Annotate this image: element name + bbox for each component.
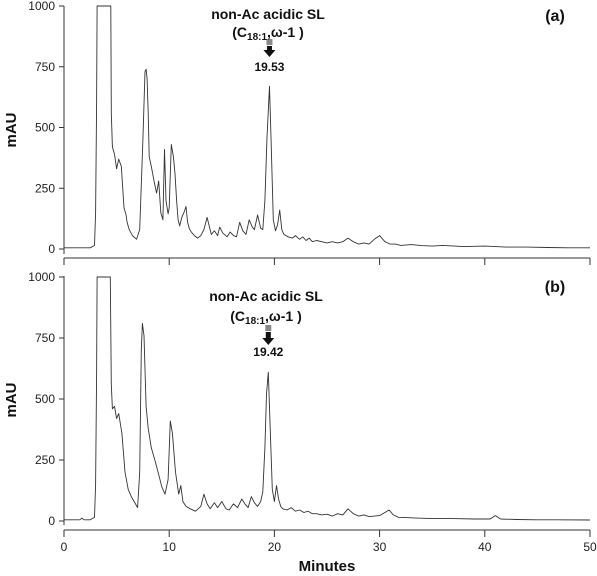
x-axis-title: Minutes — [299, 558, 356, 575]
panel-a-arrow-head — [263, 50, 276, 57]
panel-b-annotation-open: (C — [230, 308, 245, 324]
panel-a-y-tick-label: 1000 — [28, 0, 55, 13]
panel-b-y-axis-title: mAU — [3, 382, 20, 417]
panel-a-peak-label: 19.53 — [254, 60, 284, 74]
panel-b-annotation-sub: 18:1 — [245, 316, 265, 327]
panel-b-annotation-line2: (C18:1,ω-1 ) — [230, 308, 302, 327]
panel-b-x-tick-label: 50 — [583, 540, 597, 554]
panel-a-annotation-line2: (C18:1,ω-1 ) — [232, 24, 304, 43]
panel-a-chromatogram-line — [64, 5, 590, 249]
panel-b-x-ticks: 0 10 20 30 40 50 — [61, 530, 597, 554]
panel-b-annotation-close: ,ω-1 ) — [265, 308, 302, 324]
panel-a-x-ticks — [63, 258, 591, 265]
panel-a-y-tick-label: 0 — [48, 242, 55, 256]
panel-b-x-tick-label: 10 — [163, 540, 177, 554]
panel-a-y-axis-title: mAU — [3, 112, 20, 147]
panel-a-y-tick-label: 500 — [35, 121, 55, 135]
panel-b-x-tick-label: 20 — [268, 540, 282, 554]
panel-b-annotation-line1: non-Ac acidic SL — [209, 288, 323, 304]
panel-a-peak-arrow — [263, 39, 276, 57]
panel-a-arrow-shaft — [266, 46, 272, 51]
panel-b-x-tick-label: 40 — [478, 540, 492, 554]
panel-a-y-ticks: 0 250 500 750 1000 — [28, 0, 64, 256]
panel-a-y-tick-label: 750 — [35, 60, 55, 74]
panel-b-y-tick-label: 250 — [35, 453, 55, 467]
panel-b-x-tick-label: 0 — [61, 540, 68, 554]
panel-b: 0 250 500 750 1000 0 10 20 30 40 50 mAU Minutes (… — [3, 270, 597, 575]
panel-b-label: (b) — [545, 279, 565, 296]
panel-b-y-tick-label: 500 — [35, 392, 55, 406]
panel-b-chromatogram-line — [64, 276, 591, 521]
panel-b-y-ticks: 0 250 500 750 1000 — [28, 270, 64, 528]
panel-a-label: (a) — [545, 8, 565, 25]
panel-a-annotation-line1: non-Ac acidic SL — [211, 6, 325, 22]
panel-b-y-tick-label: 750 — [35, 331, 55, 345]
panel-a-annotation-close: ,ω-1 ) — [267, 24, 304, 40]
panel-b-arrow-shaft — [265, 332, 271, 339]
panel-b-y-tick-label: 1000 — [28, 270, 55, 284]
panel-a-annotation-open: (C — [232, 24, 247, 40]
panel-a-y-tick-label: 250 — [35, 181, 55, 195]
panel-b-peak-arrow — [262, 325, 275, 345]
panel-b-x-tick-label: 30 — [373, 540, 387, 554]
panel-b-arrow-head — [262, 338, 275, 345]
panel-b-y-tick-label: 0 — [48, 514, 55, 528]
panel-b-peak-label: 19.42 — [253, 345, 283, 359]
panel-a-annotation-sub: 18:1 — [247, 32, 267, 43]
